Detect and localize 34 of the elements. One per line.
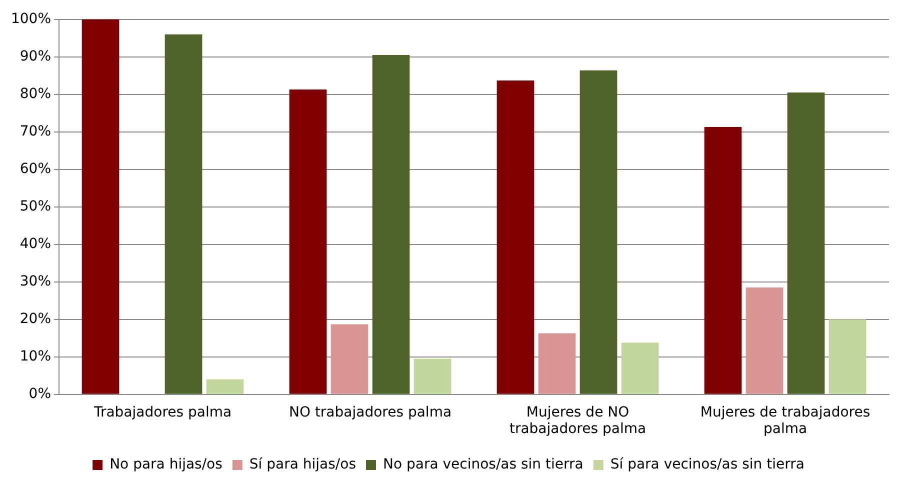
legend-label: Sí para hijas/os [249,456,356,473]
bar [82,19,120,394]
bar [621,342,659,394]
y-tick-label: 80% [20,86,52,102]
y-tick-label: 40% [20,236,52,252]
legend-label: No para vecinos/as sin tierra [383,456,584,473]
y-tick-label: 30% [20,274,52,290]
x-tick-label: Mujeres de trabajadores palma [700,404,870,438]
x-tick-label: NO trabajadores palma [289,404,452,420]
bar [372,55,410,394]
bar [414,358,452,394]
bar [164,34,202,394]
bar [206,379,244,394]
y-tick-label: 70% [20,124,52,140]
x-tick-label: Mujeres de NO trabajadores palma [509,404,646,438]
y-tick-label: 60% [20,161,52,178]
bar [828,319,866,394]
bar [330,324,368,394]
bar [704,127,742,394]
y-tick-label: 20% [20,311,52,328]
bar [746,288,784,394]
bar [289,90,327,394]
y-tick-label: 10% [20,348,52,365]
bar [580,70,618,394]
bar [787,92,825,394]
x-tick-label: Trabajadores palma [92,404,232,420]
y-tick-label: 50% [20,198,52,215]
y-tick-label: 90% [20,48,52,65]
legend-label: No para hijas/os [110,456,222,473]
bar [496,80,534,394]
y-tick-label: 0% [28,386,52,402]
bar [538,333,576,394]
y-tick-label: 100% [10,11,52,28]
legend-label: Sí para vecinos/as sin tierra [610,456,804,473]
